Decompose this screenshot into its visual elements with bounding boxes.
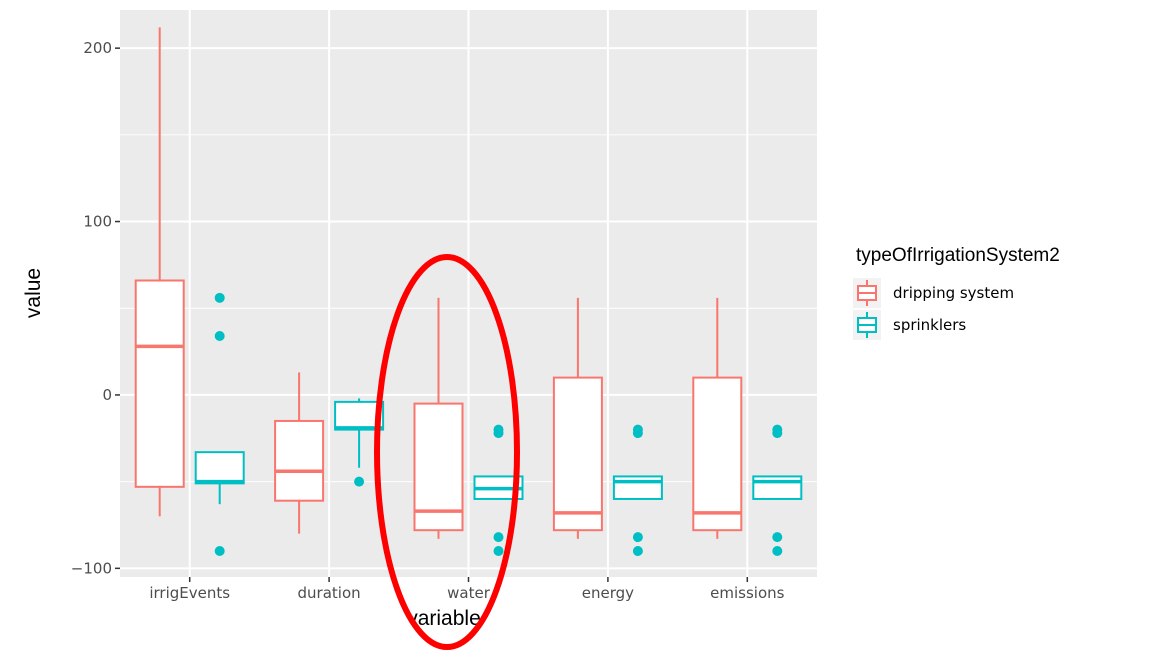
box-dripping-system-emissions xyxy=(692,297,743,539)
box-body xyxy=(612,475,663,500)
outlier-point xyxy=(493,428,504,439)
box-sprinklers-emissions xyxy=(752,424,803,556)
outlier-point xyxy=(772,532,783,543)
box-body xyxy=(692,376,743,532)
y-ticks: −100 0 100 200 xyxy=(71,39,120,577)
box-sprinklers-water xyxy=(473,424,524,556)
box-dripping-system-duration xyxy=(274,372,325,534)
box-body xyxy=(274,419,325,502)
outlier-point xyxy=(772,428,783,439)
y-axis-title: value xyxy=(22,268,45,318)
box-dripping-system-irrigEvents xyxy=(134,27,185,517)
box-dripping-system-water xyxy=(413,297,464,539)
boxes xyxy=(134,27,803,556)
legend: typeOfIrrigationSystem2 dripping system s… xyxy=(853,245,1060,340)
box-body xyxy=(134,279,185,488)
outlier-point xyxy=(493,545,504,556)
outlier-point xyxy=(214,292,225,303)
outlier-point xyxy=(354,476,365,487)
outlier-point xyxy=(772,545,783,556)
box-body xyxy=(752,475,803,500)
legend-key-sprinklers: sprinklers xyxy=(853,310,966,340)
x-tick-label: irrigEvents xyxy=(149,584,230,602)
legend-key-dripping-system: dripping system xyxy=(853,278,1014,308)
x-tick-label: emissions xyxy=(710,584,784,602)
highlight-ellipse xyxy=(374,254,520,650)
x-tick-label: energy xyxy=(582,584,634,602)
x-axis-title: variable xyxy=(407,607,481,630)
box-sprinklers-energy xyxy=(612,424,663,556)
grid-lines xyxy=(120,10,817,577)
x-tick-label: duration xyxy=(298,584,361,602)
outlier-point xyxy=(632,545,643,556)
outlier-point xyxy=(632,428,643,439)
box-body xyxy=(552,376,603,532)
y-tick-label: 0 xyxy=(102,386,112,404)
outlier-point xyxy=(214,330,225,341)
outlier-point xyxy=(214,545,225,556)
legend-label: dripping system xyxy=(893,284,1014,302)
legend-title: typeOfIrrigationSystem2 xyxy=(856,245,1060,266)
y-tick-label: 200 xyxy=(83,39,112,57)
x-tick-label: water xyxy=(447,584,491,602)
y-tick-label: −100 xyxy=(71,559,112,577)
outlier-point xyxy=(632,532,643,543)
box-dripping-system-energy xyxy=(552,297,603,539)
box-sprinklers-irrigEvents xyxy=(194,292,245,556)
legend-label: sprinklers xyxy=(893,316,966,334)
outlier-point xyxy=(493,532,504,543)
x-ticks: irrigEvents duration water energy emissions xyxy=(149,577,785,602)
y-tick-label: 100 xyxy=(83,213,112,231)
box-body xyxy=(413,402,464,532)
box-body xyxy=(194,451,245,485)
